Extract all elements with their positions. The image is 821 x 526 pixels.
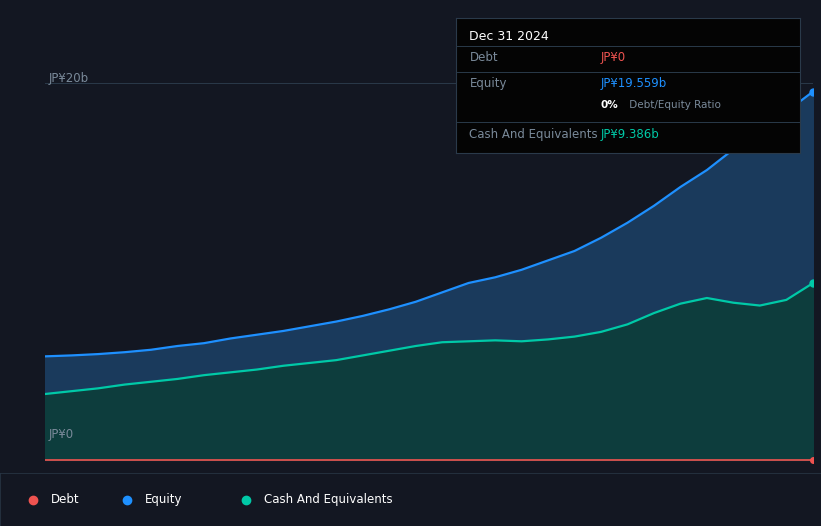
Text: Debt: Debt (51, 493, 80, 506)
Text: Cash And Equivalents: Cash And Equivalents (470, 128, 598, 141)
Text: JP¥9.386b: JP¥9.386b (600, 128, 659, 141)
Text: Debt/Equity Ratio: Debt/Equity Ratio (626, 100, 721, 110)
Text: JP¥19.559b: JP¥19.559b (600, 77, 667, 90)
Text: Dec 31 2024: Dec 31 2024 (470, 31, 549, 44)
Text: JP¥0: JP¥0 (600, 51, 626, 64)
Text: Equity: Equity (470, 77, 507, 90)
Text: Equity: Equity (145, 493, 183, 506)
Text: Cash And Equivalents: Cash And Equivalents (264, 493, 393, 506)
Text: Debt: Debt (470, 51, 498, 64)
Text: 0%: 0% (600, 100, 618, 110)
Text: JP¥20b: JP¥20b (49, 72, 89, 85)
Text: JP¥0: JP¥0 (49, 428, 74, 441)
